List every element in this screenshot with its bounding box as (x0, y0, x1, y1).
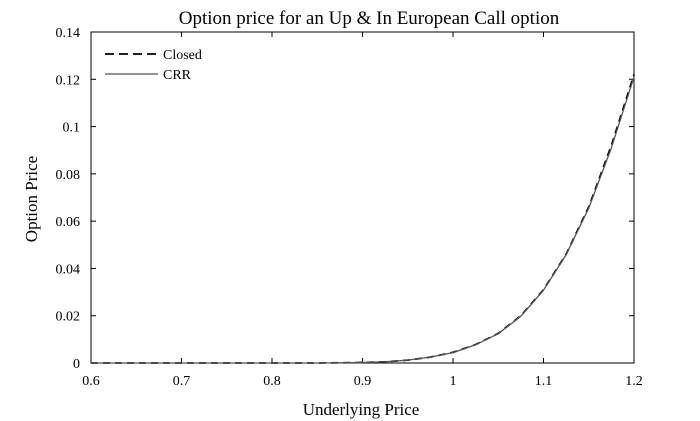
y-tick-label: 0.04 (56, 262, 81, 277)
y-tick-labels: 0 0.02 0.04 0.06 0.08 0.1 0.12 0.14 (56, 26, 81, 372)
x-axis-label: Underlying Price (303, 400, 420, 419)
series-lines (91, 74, 635, 364)
series-line-closed (91, 74, 635, 364)
y-tick-label: 0 (73, 357, 80, 372)
y-tick-label: 0.02 (56, 310, 81, 325)
x-tick-label: 0.9 (354, 374, 372, 389)
axis-ticks (90, 31, 635, 364)
x-tick-label: 1 (450, 374, 457, 389)
chart-title: Option price for an Up & In European Cal… (179, 8, 560, 29)
x-tick-label: 1.2 (625, 374, 643, 389)
x-tick-label: 1.1 (535, 374, 553, 389)
legend-label-closed: Closed (163, 48, 202, 63)
x-tick-labels: 0.6 0.7 0.8 0.9 1 1.1 1.2 (82, 374, 643, 389)
legend-label-crr: CRR (163, 68, 192, 83)
y-tick-label: 0.12 (56, 73, 81, 88)
series-line-crr (91, 76, 635, 364)
x-tick-label: 0.6 (82, 374, 100, 389)
y-tick-label: 0.1 (63, 121, 81, 136)
y-tick-label: 0.14 (56, 26, 81, 41)
y-axis-label: Option Price (22, 156, 41, 242)
chart-legend: Closed CRR (105, 48, 202, 83)
x-tick-label: 0.8 (263, 374, 281, 389)
y-tick-label: 0.08 (56, 168, 81, 183)
x-tick-label: 0.7 (173, 374, 191, 389)
y-tick-label: 0.06 (56, 215, 81, 230)
